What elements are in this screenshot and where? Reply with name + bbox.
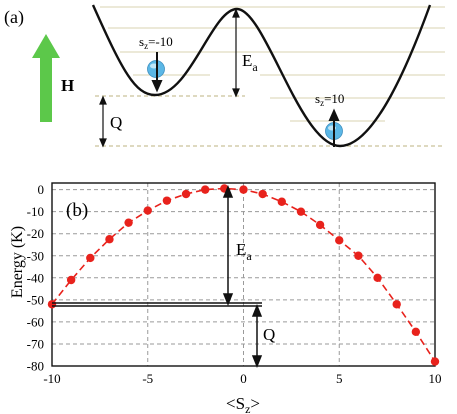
x-tick-label: 5 <box>336 371 343 386</box>
q-label-a: Q <box>110 113 122 132</box>
svg-text:sz=10: sz=10 <box>315 91 344 108</box>
field-arrow <box>32 34 60 122</box>
data-point <box>373 273 382 283</box>
x-axis-end: > <box>250 394 260 413</box>
svg-text:sz=-10: sz=-10 <box>139 34 173 51</box>
q-arrow-a <box>99 95 107 148</box>
data-point <box>47 300 57 309</box>
data-point <box>258 189 267 199</box>
field-label: H <box>61 76 74 95</box>
right-state-value: =10 <box>324 91 344 106</box>
double-well-curve <box>91 4 432 148</box>
y-tick-label: -10 <box>27 204 44 219</box>
left-state-value: =-10 <box>148 34 173 49</box>
plot-frame <box>51 182 436 367</box>
data-point <box>181 189 191 199</box>
y-axis-label: Energy (K) <box>9 226 26 298</box>
svg-text:<Sz>: <Sz> <box>226 394 260 414</box>
data-point <box>162 196 172 205</box>
barrier-sub: a <box>252 60 258 74</box>
data-point <box>315 220 325 230</box>
x-tick-label: 10 <box>429 371 442 386</box>
ea-sub: a <box>246 249 252 263</box>
x-tick-label: -10 <box>43 371 60 386</box>
data-point <box>143 206 152 215</box>
y-tick-label: -80 <box>27 359 44 374</box>
y-tick-label: -30 <box>27 248 44 263</box>
data-point <box>239 185 248 194</box>
y-tick-label: -60 <box>27 314 44 329</box>
left-state-sub: z <box>144 41 148 51</box>
data-point <box>105 235 114 244</box>
q-label-b: Q <box>263 325 275 344</box>
right-state-s: s <box>315 91 320 106</box>
panel-a-label: (a) <box>4 7 24 28</box>
panel-b: -10 -5 0 5 100-10-20-30-40-50-60-70-80 (b) E… <box>9 182 442 414</box>
right-spin-arrow <box>328 108 340 147</box>
right-state-sub: z <box>320 98 324 108</box>
data-point <box>201 185 210 194</box>
y-tick-label: -70 <box>27 336 44 351</box>
y-tick-label: -40 <box>27 270 44 285</box>
panel-b-label: (b) <box>66 200 88 221</box>
data-point <box>277 197 286 206</box>
svg-text:Ea: Ea <box>236 240 252 263</box>
data-point <box>124 218 133 227</box>
y-tick-label: 0 <box>38 182 45 197</box>
data-point <box>335 236 344 245</box>
x-tick-label: -5 <box>142 371 153 386</box>
ea-label: E <box>236 240 246 259</box>
series-points <box>47 184 440 366</box>
data-point <box>66 275 76 285</box>
y-tick-label: -50 <box>27 292 44 307</box>
ticks: -10 -5 0 5 100-10-20-30-40-50-60-70-80 <box>27 182 442 386</box>
left-spin-arrow <box>151 52 163 93</box>
y-tick-label: -20 <box>27 226 44 241</box>
x-tick-label: 0 <box>240 371 247 386</box>
data-point <box>411 327 421 337</box>
energy-levels <box>100 6 445 122</box>
annotations <box>52 184 263 369</box>
svg-text:Ea: Ea <box>242 51 258 74</box>
data-point <box>296 207 306 216</box>
barrier-label: E <box>242 51 252 70</box>
x-axis-label: <S <box>226 394 245 413</box>
x-axis-sub: z <box>245 402 250 414</box>
data-point <box>354 251 363 260</box>
data-point <box>86 253 95 263</box>
data-point <box>392 300 401 309</box>
left-state-s: s <box>139 34 144 49</box>
data-point <box>430 357 440 366</box>
barrier-arrow <box>232 8 240 98</box>
panel-a: (a) H Ea <box>4 4 445 148</box>
